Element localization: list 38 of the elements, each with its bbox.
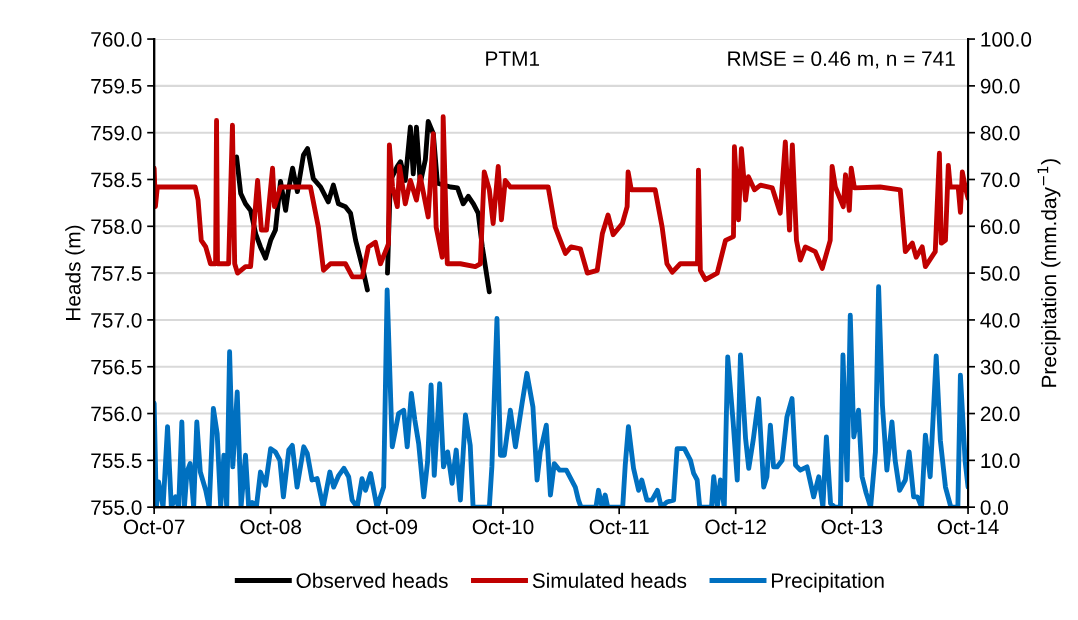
y2-tick-label: 90.0 [980, 78, 1020, 94]
x-tick-label: Oct-12 [705, 519, 766, 535]
y2-tick-label: 30.0 [980, 359, 1020, 375]
annotation: PTM1 [486, 51, 540, 66]
y2-axis-title: Precipitation (mm.day$^{−1}$) [1037, 159, 1061, 387]
y-tick-label: 757.0 [91, 312, 142, 328]
x-tick-label: Oct-07 [123, 519, 185, 535]
y-tick-label: 755.0 [91, 500, 142, 515]
annotation: RMSE = 0.46 m, n = 741 [728, 51, 955, 69]
y-tick-label: 757.5 [91, 266, 142, 281]
x-tick-label: Oct-11 [589, 519, 649, 535]
line-series [154, 114, 969, 283]
legend-label: Precipitation [772, 572, 884, 593]
y2-tick-label: 60.0 [980, 219, 1020, 235]
x-tick-label: Oct-09 [356, 519, 418, 535]
y-axis-title: Heads (m) [65, 225, 85, 321]
y-tick-label: 756.5 [91, 359, 142, 375]
y2-tick-label: 50.0 [980, 266, 1020, 281]
y2-tick-label: 100.0 [981, 32, 1032, 47]
y-tick-label: 759.0 [91, 125, 142, 141]
y2-tick-label: 20.0 [980, 406, 1020, 422]
y-tick-label: 760.0 [91, 32, 142, 47]
x-tick-label: Oct-14 [937, 519, 999, 535]
y2-tick-label: 10.0 [981, 453, 1020, 469]
y2-tick-label: 0.0 [980, 500, 1008, 515]
x-tick-label: Oct-08 [240, 519, 302, 535]
y2-tick-label: 40.0 [980, 312, 1020, 328]
y-tick-label: 758.5 [91, 172, 142, 188]
y-tick-label: 758.0 [91, 219, 142, 235]
y2-tick-label: 80.0 [980, 125, 1020, 141]
y2-tick-label: 70.0 [980, 172, 1020, 188]
legend-label: Simulated heads [532, 572, 687, 589]
x-tick-label: Oct-10 [472, 519, 534, 535]
y-tick-label: 759.5 [91, 78, 142, 94]
y-tick-label: 756.0 [91, 406, 142, 422]
x-tick-label: Oct-13 [821, 519, 883, 535]
legend-label: Observed heads [296, 572, 448, 589]
y-tick-label: 755.5 [91, 453, 142, 469]
